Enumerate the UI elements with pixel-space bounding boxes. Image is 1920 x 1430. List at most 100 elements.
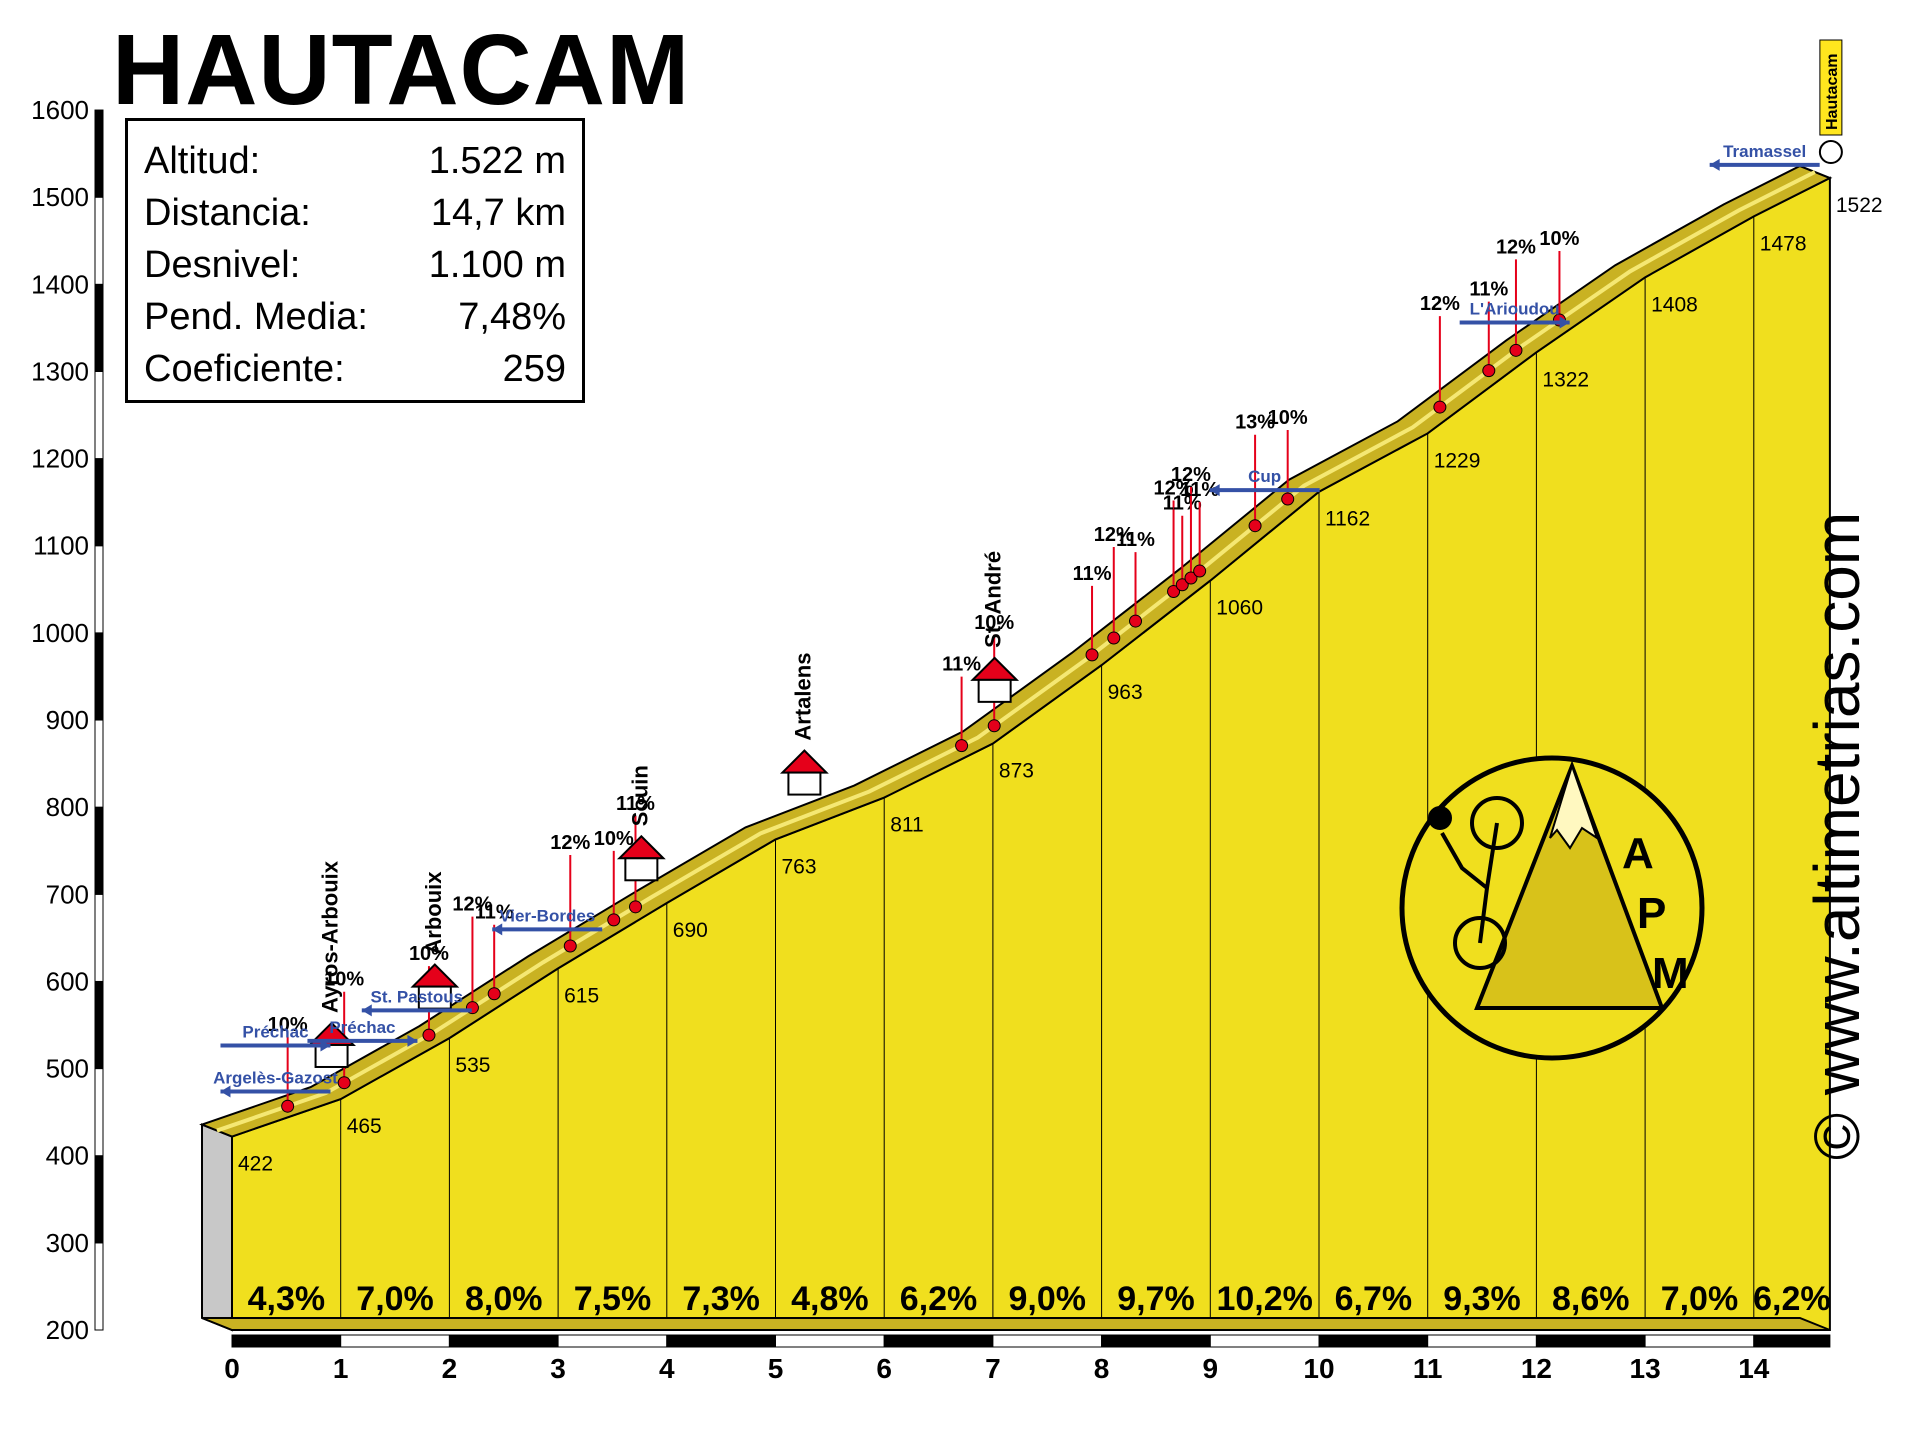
y-tick-label: 800 xyxy=(46,792,89,822)
altitude-label: 690 xyxy=(673,919,708,942)
altitude-label: 615 xyxy=(564,984,599,1007)
y-tick-label: 1400 xyxy=(31,269,89,299)
steep-marker-label: 10% xyxy=(974,612,1014,634)
steep-marker-dot xyxy=(1433,400,1447,414)
km-gradient-label: 4,3% xyxy=(248,1280,326,1318)
y-tick-label: 900 xyxy=(46,705,89,735)
altitude-label: 1229 xyxy=(1434,449,1481,472)
km-gradient-label: 4,8% xyxy=(791,1280,869,1318)
x-axis-segment xyxy=(340,1334,450,1348)
steep-marker-dot xyxy=(1085,648,1099,662)
altitude-label: 963 xyxy=(1108,681,1143,704)
village-house-icon xyxy=(780,749,829,774)
steep-marker-dot xyxy=(1175,578,1189,592)
village-house-icon xyxy=(787,771,822,796)
junction-markers: Préchac Argelès-Gazost Préchac St. Pastous V… xyxy=(213,142,1820,1098)
km-gradient-label: 6,2% xyxy=(900,1280,978,1318)
stat-row-coefficient: Coeficiente: 259 xyxy=(144,343,566,395)
stat-label: Distancia: xyxy=(144,192,311,234)
y-axis-segment xyxy=(94,1155,104,1244)
altitude-label: 763 xyxy=(782,855,817,878)
steep-marker-label: 10% xyxy=(1268,407,1308,429)
km-gradient-label: 7,3% xyxy=(682,1280,760,1318)
steep-marker-dot xyxy=(1107,631,1121,645)
y-tick-label: 1200 xyxy=(31,444,89,474)
steep-marker-dot xyxy=(1167,585,1181,599)
x-tick-label: 2 xyxy=(442,1353,458,1384)
altitude-label: 873 xyxy=(999,760,1034,783)
cyclist-icon xyxy=(1428,796,1524,970)
steep-marker-label: 11% xyxy=(942,654,981,676)
x-axis-segment xyxy=(1427,1334,1537,1348)
y-axis-segment xyxy=(94,806,104,895)
altitude-label: 465 xyxy=(347,1115,382,1138)
steep-marker-label: 10% xyxy=(268,1014,308,1036)
y-axis: 200 300 400 500 600 700 800 900 1000 1100 1200 1300… xyxy=(31,95,104,1345)
steep-marker-label: 11% xyxy=(475,902,514,924)
junction-name: Préchac xyxy=(329,1018,395,1037)
stat-value: 259 xyxy=(502,348,566,390)
steep-marker-dot xyxy=(281,1099,295,1113)
x-tick-label: 5 xyxy=(768,1353,784,1384)
watermark: © www.altimetrias.com xyxy=(1801,511,1873,1160)
y-tick-label: 1600 xyxy=(31,95,89,125)
profile-area xyxy=(199,164,1833,1332)
x-axis-segment xyxy=(666,1334,776,1348)
altitude-label: 1060 xyxy=(1216,597,1263,620)
steep-marker-dot xyxy=(1129,614,1143,628)
village-name: Ayros-Arbouix xyxy=(318,860,343,1013)
x-tick-label: 14 xyxy=(1738,1353,1770,1384)
steep-marker-dot xyxy=(607,913,621,927)
x-tick-label: 4 xyxy=(659,1353,675,1384)
steep-marker-dot xyxy=(1248,519,1262,533)
y-tick-label: 200 xyxy=(46,1315,89,1345)
apm-logo: A P M xyxy=(1399,755,1705,1061)
steep-marker-dot xyxy=(1193,564,1207,578)
stat-label: Pend. Media: xyxy=(144,296,368,338)
steep-marker-label: 13% xyxy=(1235,412,1275,434)
junction-arrowhead xyxy=(1209,484,1220,497)
stat-value: 1.100 m xyxy=(428,244,566,286)
y-tick-label: 400 xyxy=(46,1141,89,1171)
steep-marker-dot xyxy=(1509,343,1523,357)
x-axis-segment xyxy=(1535,1334,1646,1348)
x-axis-segment xyxy=(448,1334,559,1348)
km-gradient-label: 7,0% xyxy=(1661,1280,1739,1318)
x-axis-segment xyxy=(1318,1334,1429,1348)
steep-marker-dot xyxy=(1482,364,1496,378)
junction-arrowhead xyxy=(407,1034,418,1047)
logo-letter-m: M xyxy=(1652,949,1689,998)
steep-marker-dot xyxy=(337,1076,351,1090)
logo-letter-a: A xyxy=(1622,829,1654,878)
altitude-label: 1522 xyxy=(1836,194,1883,217)
village-house-icon xyxy=(314,1043,349,1068)
mountain-icon xyxy=(1474,760,1665,1010)
village-name: Souin xyxy=(627,765,652,826)
y-axis-segment xyxy=(94,370,104,460)
y-axis-segment xyxy=(94,719,104,808)
km-gradient-label: 8,6% xyxy=(1552,1280,1630,1318)
stat-row-altitude: Altitud: 1.522 m xyxy=(144,135,566,187)
junction-name: Tramassel xyxy=(1723,142,1806,161)
junction-name: Cup xyxy=(1248,467,1281,486)
junction-name: Argelès-Gazost xyxy=(213,1069,338,1088)
altitude-label: 1162 xyxy=(1325,508,1370,531)
km-gradient-label: 9,7% xyxy=(1117,1280,1195,1318)
steep-marker-label: 11% xyxy=(1116,529,1155,551)
page-title: HAUTACAM xyxy=(112,14,691,126)
x-tick-label: 8 xyxy=(1094,1353,1110,1384)
km-gradient-label: 9,3% xyxy=(1443,1280,1521,1318)
y-tick-label: 600 xyxy=(46,966,89,996)
junction-arrowhead xyxy=(1709,158,1720,171)
steep-marker-dot xyxy=(422,1028,436,1042)
summit-marker: Hautacam xyxy=(1818,39,1843,165)
altitude-label: 535 xyxy=(455,1054,490,1077)
altitude-label: 422 xyxy=(238,1153,273,1176)
junction-arrowhead xyxy=(1559,316,1570,329)
stat-value: 1.522 m xyxy=(428,140,566,182)
junction-arrowhead xyxy=(220,1085,231,1098)
snow-peak-icon xyxy=(1549,762,1599,850)
y-tick-label: 1300 xyxy=(31,356,89,386)
x-tick-label: 6 xyxy=(876,1353,892,1384)
